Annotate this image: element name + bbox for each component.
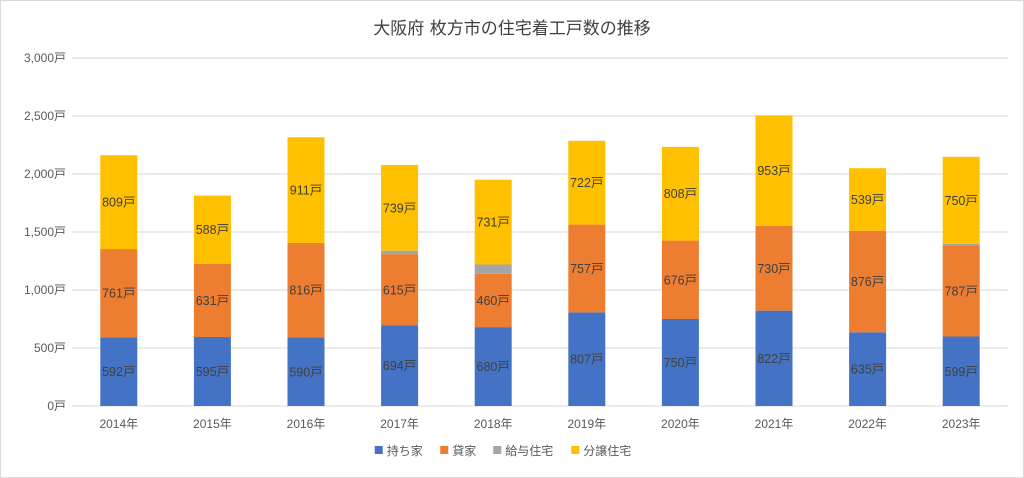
bar-segment xyxy=(100,155,138,250)
bar-segment xyxy=(849,332,887,406)
data-label: 680戸 xyxy=(477,360,510,374)
data-labels: 592戸 761戸 809戸 595戸 631戸 588戸 590戸 816戸 911戸 694戸… xyxy=(102,164,978,379)
data-label: 460戸 xyxy=(477,294,510,308)
x-tick-label: 2015年 xyxy=(193,417,232,431)
data-label: 635戸 xyxy=(851,363,884,377)
data-label: 953戸 xyxy=(757,164,790,178)
data-label: 694戸 xyxy=(383,359,416,373)
data-label: 599戸 xyxy=(945,365,978,379)
data-label: 757戸 xyxy=(570,262,603,276)
legend-label: 持ち家 xyxy=(387,443,423,458)
bar-segment xyxy=(381,164,419,251)
bar-segment xyxy=(381,325,419,406)
bar-segment xyxy=(568,140,606,225)
bars xyxy=(100,115,980,406)
y-tick-label: 0戸 xyxy=(47,399,66,413)
bar-segment xyxy=(381,250,419,255)
bar-segment xyxy=(755,225,793,311)
bar-segment xyxy=(942,336,980,406)
bar-segment xyxy=(942,243,980,246)
bar-segment xyxy=(193,195,231,264)
bar-segment xyxy=(287,242,325,338)
bar-segment xyxy=(942,156,980,244)
data-label: 822戸 xyxy=(757,352,790,366)
bar-segment xyxy=(568,312,606,406)
data-label: 816戸 xyxy=(289,284,322,298)
bar-segment xyxy=(100,337,138,406)
data-label: 730戸 xyxy=(757,262,790,276)
y-tick-label: 3,000戸 xyxy=(24,51,66,65)
bar-segment xyxy=(474,179,512,265)
x-tick-label: 2018年 xyxy=(474,417,513,431)
bar-segment xyxy=(755,310,793,406)
x-axis: 2014年 2015年 2016年 2017年 2018年 2019年 2020年 2021年… xyxy=(99,417,980,431)
legend-swatch xyxy=(440,446,449,454)
x-tick-label: 2022年 xyxy=(848,417,887,431)
data-label: 750戸 xyxy=(945,194,978,208)
bar-segment xyxy=(474,264,512,274)
data-label: 595戸 xyxy=(196,365,229,379)
bar-segment xyxy=(755,115,793,226)
data-label: 631戸 xyxy=(196,294,229,308)
data-label: 761戸 xyxy=(102,287,135,301)
legend-label: 貸家 xyxy=(452,443,476,458)
bar-segment xyxy=(942,245,980,337)
y-tick-label: 500戸 xyxy=(34,341,66,355)
data-label: 876戸 xyxy=(851,275,884,289)
data-label: 588戸 xyxy=(196,223,229,237)
data-label: 787戸 xyxy=(945,284,978,298)
bar-segment xyxy=(849,168,887,231)
data-label: 750戸 xyxy=(664,356,697,370)
y-tick-label: 2,000戸 xyxy=(24,167,66,181)
bar-segment xyxy=(287,137,325,243)
x-tick-label: 2019年 xyxy=(567,417,606,431)
bar-segment xyxy=(193,263,231,337)
data-label: 808戸 xyxy=(664,187,697,201)
x-tick-label: 2014年 xyxy=(99,417,138,431)
data-label: 911戸 xyxy=(290,184,322,198)
bar-segment xyxy=(193,336,231,406)
legend-label: 分譲住宅 xyxy=(583,443,631,458)
data-label: 739戸 xyxy=(383,201,416,215)
bar-segment xyxy=(100,249,138,338)
bar-segment xyxy=(287,337,325,406)
data-label: 722戸 xyxy=(570,176,603,190)
data-label: 809戸 xyxy=(102,196,135,210)
bar-segment xyxy=(661,319,699,406)
data-label: 590戸 xyxy=(289,365,322,379)
bar-segment xyxy=(849,230,887,333)
y-tick-label: 2,500戸 xyxy=(24,109,66,123)
bar-segment xyxy=(568,224,606,313)
x-tick-label: 2017年 xyxy=(380,417,419,431)
data-label: 592戸 xyxy=(102,365,135,379)
x-tick-label: 2016年 xyxy=(287,417,326,431)
bar-segment xyxy=(474,327,512,406)
legend-label: 給与住宅 xyxy=(505,443,553,458)
x-tick-label: 2021年 xyxy=(755,417,794,431)
bar-segment xyxy=(381,254,419,326)
legend-swatch xyxy=(493,446,502,454)
x-tick-label: 2023年 xyxy=(942,417,981,431)
bar-segment xyxy=(661,146,699,241)
data-label: 807戸 xyxy=(570,353,603,367)
data-label: 731戸 xyxy=(477,216,510,230)
data-label: 615戸 xyxy=(383,283,416,297)
y-axis: 0戸 500戸 1,000戸 1,500戸 2,000戸 2,500戸 3,000戸 xyxy=(24,51,66,413)
x-tick-label: 2020年 xyxy=(661,417,700,431)
data-label: 539戸 xyxy=(851,193,884,207)
legend-swatch xyxy=(374,446,383,454)
legend-swatch xyxy=(571,446,580,454)
data-label: 676戸 xyxy=(664,273,697,287)
y-tick-label: 1,500戸 xyxy=(24,225,66,239)
bar-segment xyxy=(474,273,512,328)
y-tick-label: 1,000戸 xyxy=(24,283,66,297)
bar-segment xyxy=(661,240,699,319)
chart-title: 大阪府 枚方市の住宅着工戸数の推移 xyxy=(373,19,650,39)
legend: 持ち家 貸家 給与住宅 分譲住宅 xyxy=(374,443,631,458)
